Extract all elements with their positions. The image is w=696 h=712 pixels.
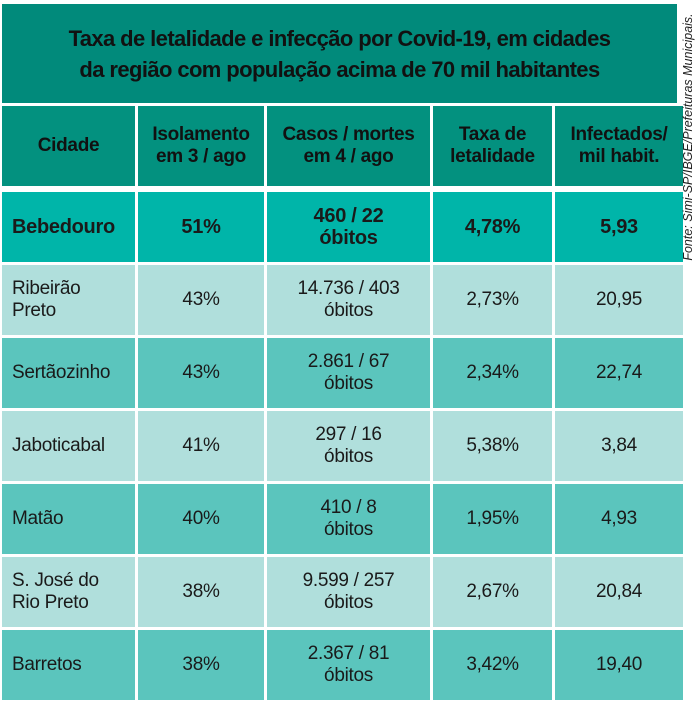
infected-cell: 3,84 [555, 411, 683, 481]
cell-text: 38% [182, 581, 220, 602]
cases-deaths-cell: 2.367 / 81 óbitos [267, 630, 430, 700]
isolation-cell: 40% [138, 484, 264, 554]
cell-text: 38% [182, 654, 220, 675]
cell-text: 1,95% [466, 508, 519, 529]
lethality-cell: 5,38% [433, 411, 552, 481]
cell-text: Isolamento [152, 124, 250, 145]
cell-text: 14.736 / 403 [297, 278, 400, 299]
cell-text: Barretos [12, 654, 82, 675]
cell-text: 41% [182, 435, 220, 456]
column-header: Isolamento em 3 / ago [138, 106, 264, 186]
title-line-2: da região com população acima de 70 mil … [79, 56, 600, 82]
infected-cell: 5,93 [555, 192, 683, 262]
cell-text: Taxa de [458, 124, 527, 145]
table-title: Taxa de letalidade e infecção por Covid-… [2, 4, 677, 103]
cell-text: Cidade [37, 135, 100, 156]
city-cell: Matão [2, 484, 135, 554]
cell-text: 51% [181, 216, 221, 238]
infected-cell: 19,40 [555, 630, 683, 700]
lethality-cell: 3,42% [433, 630, 552, 700]
cell-text: mil habit. [578, 146, 660, 167]
column-header: Cidade [2, 106, 135, 186]
column-header: Casos / mortes em 4 / ago [267, 106, 430, 186]
cell-text: 9.599 / 257 [302, 570, 395, 591]
cell-text: 410 / 8 [320, 497, 377, 518]
city-cell: Sertãozinho [2, 338, 135, 408]
cell-text: 2,73% [466, 289, 519, 310]
lethality-cell: 2,34% [433, 338, 552, 408]
cell-text: 2.367 / 81 [307, 643, 390, 664]
cell-text: 4,93 [601, 508, 637, 529]
cell-text: 297 / 16 [315, 424, 382, 445]
infected-cell: 20,84 [555, 557, 683, 627]
isolation-cell: 41% [138, 411, 264, 481]
source-note: Fonte: Simi-SP/IBGE/Prefeituras Municipa… [681, 13, 695, 261]
cell-text: óbitos [319, 227, 378, 249]
cases-deaths-cell: 410 / 8 óbitos [267, 484, 430, 554]
city-cell: Bebedouro [2, 192, 135, 262]
lethality-cell: 4,78% [433, 192, 552, 262]
cell-text: 43% [182, 289, 220, 310]
cell-text: em 3 / ago [156, 146, 246, 167]
cases-deaths-cell: 460 / 22 óbitos [267, 192, 430, 262]
cell-text: 3,42% [466, 654, 519, 675]
cell-text: Rio Preto [12, 592, 89, 613]
cell-text: 19,40 [595, 654, 643, 675]
data-table: Cidade Isolamento em 3 / ago Casos / mortes… [2, 106, 683, 700]
isolation-cell: 38% [138, 630, 264, 700]
cell-text: óbitos [324, 665, 373, 686]
title-line-1: Taxa de letalidade e infecção por Covid-… [68, 25, 611, 51]
cell-text: 3,84 [601, 435, 637, 456]
cell-text: óbitos [324, 373, 373, 394]
cell-text: 5,38% [466, 435, 519, 456]
cell-text: em 4 / ago [303, 146, 394, 167]
cell-text: 20,84 [595, 581, 643, 602]
cell-text: Matão [12, 508, 64, 529]
cell-text: Casos / mortes [282, 124, 415, 145]
infected-cell: 20,95 [555, 265, 683, 335]
isolation-cell: 51% [138, 192, 264, 262]
cell-text: Preto [12, 300, 56, 321]
cell-text: Bebedouro [12, 216, 115, 238]
column-header: Infectados/mil habit. [555, 106, 683, 186]
cell-text: óbitos [324, 300, 373, 321]
cell-text: óbitos [324, 446, 373, 467]
city-cell: Barretos [2, 630, 135, 700]
cases-deaths-cell: 14.736 / 403 óbitos [267, 265, 430, 335]
cell-text: 40% [182, 508, 220, 529]
city-cell: S. José do Rio Preto [2, 557, 135, 627]
cases-deaths-cell: 9.599 / 257 óbitos [267, 557, 430, 627]
cell-text: 22,74 [595, 362, 643, 383]
cell-text: óbitos [324, 592, 373, 613]
cell-text: 43% [182, 362, 220, 383]
cell-text: 2,34% [466, 362, 519, 383]
isolation-cell: 43% [138, 338, 264, 408]
cell-text: S. José do [12, 570, 99, 591]
cell-text: letalidade [450, 146, 535, 167]
cases-deaths-cell: 2.861 / 67 óbitos [267, 338, 430, 408]
cases-deaths-cell: 297 / 16 óbitos [267, 411, 430, 481]
cell-text: 5,93 [600, 216, 638, 238]
cell-text: 2,67% [466, 581, 519, 602]
cell-text: 20,95 [595, 289, 643, 310]
cell-text: 4,78% [464, 216, 521, 238]
isolation-cell: 43% [138, 265, 264, 335]
city-cell: Jaboticabal [2, 411, 135, 481]
cell-text: 460 / 22 [313, 205, 384, 227]
cell-text: óbitos [324, 519, 373, 540]
lethality-cell: 2,73% [433, 265, 552, 335]
city-cell: Ribeirão Preto [2, 265, 135, 335]
cell-text: Jaboticabal [12, 435, 105, 456]
column-header: Taxa de letalidade [433, 106, 552, 186]
cell-text: Infectados/ [570, 124, 668, 145]
cell-text: 2.861 / 67 [307, 351, 390, 372]
cell-text: Ribeirão [12, 278, 81, 299]
lethality-cell: 1,95% [433, 484, 552, 554]
isolation-cell: 38% [138, 557, 264, 627]
lethality-cell: 2,67% [433, 557, 552, 627]
infected-cell: 22,74 [555, 338, 683, 408]
infected-cell: 4,93 [555, 484, 683, 554]
cell-text: Sertãozinho [12, 362, 111, 383]
